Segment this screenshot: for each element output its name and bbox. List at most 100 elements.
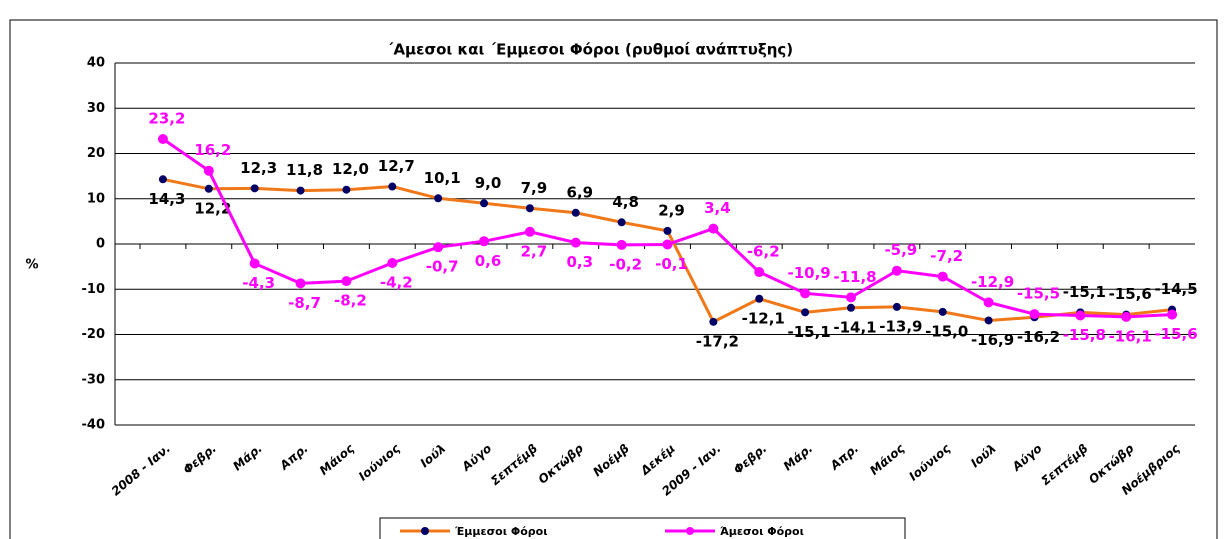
legend-label: Έμμεσοι Φόροι — [454, 525, 547, 538]
data-point — [709, 317, 718, 326]
data-point — [250, 184, 259, 193]
legend-box — [379, 517, 906, 539]
data-point — [892, 302, 901, 311]
data-point — [1167, 309, 1178, 320]
data-point — [800, 288, 811, 299]
y-tick-label: 30 — [87, 101, 105, 116]
legend-label: Άμεσοι Φόροι — [720, 525, 804, 538]
data-label: -15,0 — [925, 322, 968, 340]
data-point — [203, 165, 214, 176]
data-label: -14,1 — [833, 318, 876, 336]
data-label: 3,4 — [704, 199, 731, 217]
data-point — [434, 194, 443, 203]
data-point — [433, 242, 444, 253]
data-point — [984, 316, 993, 325]
data-label: -11,8 — [833, 268, 876, 286]
data-label: -14,5 — [1154, 280, 1197, 298]
data-label: 0,6 — [475, 252, 502, 270]
data-label: -12,1 — [742, 309, 785, 327]
y-tick-label: 40 — [87, 56, 105, 71]
data-label: -7,2 — [930, 247, 963, 265]
data-point — [1029, 309, 1040, 320]
data-label: 2,7 — [521, 242, 548, 260]
data-label: -16,9 — [971, 331, 1014, 349]
data-point — [937, 271, 948, 282]
data-label: 14,3 — [148, 190, 185, 208]
data-point — [983, 297, 994, 308]
data-label: -15,8 — [1063, 326, 1106, 344]
data-label: -15,1 — [787, 323, 830, 341]
data-label: 0,3 — [566, 253, 593, 271]
data-point — [571, 208, 580, 217]
data-label: -15,6 — [1154, 325, 1197, 343]
data-label: -8,7 — [288, 294, 321, 312]
data-label: 12,2 — [194, 199, 231, 217]
data-label: -10,9 — [787, 264, 830, 282]
data-label: -16,1 — [1109, 327, 1152, 345]
data-label: -15,5 — [1017, 285, 1060, 303]
data-label: -0,2 — [609, 255, 642, 273]
data-point — [801, 308, 810, 317]
data-label: -8,2 — [334, 292, 367, 310]
data-label: -16,2 — [1017, 328, 1060, 346]
data-point — [342, 185, 351, 194]
data-point — [480, 199, 489, 208]
y-tick-label: -20 — [82, 327, 106, 342]
data-point — [663, 226, 672, 235]
legend-marker — [686, 527, 694, 535]
data-label: 6,9 — [566, 183, 593, 201]
data-point — [204, 184, 213, 193]
data-point — [525, 204, 534, 213]
y-tick-label: -40 — [82, 418, 106, 433]
data-point — [891, 265, 902, 276]
data-label: -12,9 — [971, 273, 1014, 291]
data-label: 12,3 — [240, 159, 277, 177]
y-tick-label: -30 — [82, 372, 106, 387]
data-point — [1075, 310, 1086, 321]
data-point — [249, 258, 260, 269]
data-point — [754, 267, 765, 278]
data-label: 2,9 — [658, 201, 685, 219]
data-point — [846, 303, 855, 312]
data-label: -13,9 — [879, 317, 922, 335]
data-point — [1121, 311, 1132, 322]
data-label: -15,1 — [1063, 283, 1106, 301]
data-label: 4,8 — [612, 193, 639, 211]
data-label: -17,2 — [696, 332, 739, 350]
y-axis-label: % — [25, 258, 38, 273]
data-label: 12,7 — [378, 157, 415, 175]
data-point — [479, 236, 490, 247]
data-label: -4,3 — [242, 274, 275, 292]
data-label: -0,1 — [655, 255, 688, 273]
data-point — [157, 134, 168, 145]
data-point — [938, 307, 947, 316]
data-point — [617, 218, 626, 227]
data-point — [341, 276, 352, 287]
data-point — [295, 278, 306, 289]
legend-marker — [421, 527, 429, 535]
data-point — [524, 226, 535, 237]
data-label: 16,2 — [194, 141, 231, 159]
data-point — [755, 294, 764, 303]
data-label: -6,2 — [747, 243, 780, 261]
data-label: -4,2 — [380, 274, 413, 292]
data-point — [388, 182, 397, 191]
data-point — [708, 223, 719, 234]
chart-frame — [9, 19, 1218, 539]
data-point — [570, 237, 581, 248]
data-label: 11,8 — [286, 161, 323, 179]
data-point — [845, 292, 856, 303]
data-point — [387, 258, 398, 269]
data-point — [158, 175, 167, 184]
data-point — [296, 186, 305, 195]
data-point — [616, 239, 627, 250]
chart-title: ΄Αμεσοι και ΄Εμμεσοι Φόροι (ρυθμοί ανάπτ… — [387, 41, 793, 59]
data-label: -15,6 — [1109, 285, 1152, 303]
data-label: 7,9 — [521, 179, 548, 197]
data-label: 10,1 — [424, 169, 461, 187]
data-label: -5,9 — [884, 241, 917, 259]
data-label: 9,0 — [475, 174, 502, 192]
y-tick-label: 20 — [87, 146, 105, 161]
y-tick-label: 10 — [87, 191, 105, 206]
